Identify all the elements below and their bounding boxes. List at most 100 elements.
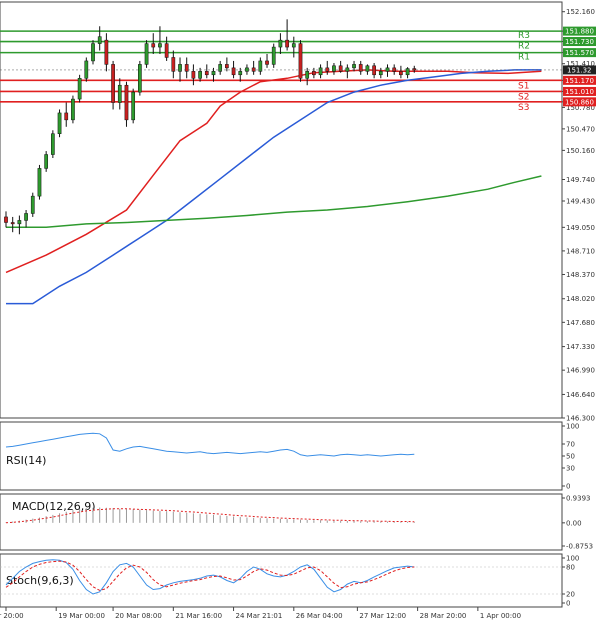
candle-body: [271, 46, 276, 65]
candle: [405, 67, 410, 79]
price-tick-label: 146.640: [566, 391, 595, 399]
price-tick-label: 152.160: [566, 8, 595, 16]
candle-body: [124, 84, 129, 121]
price-tick-label: 147.680: [566, 319, 595, 327]
rsi-tick-label: 70: [566, 441, 575, 449]
price-tick-label: 148.710: [566, 247, 595, 255]
level-tag-r1: [563, 48, 596, 58]
candle-body: [325, 67, 330, 72]
candle: [151, 33, 156, 54]
candle-body: [10, 222, 15, 225]
stoch-tick-label: 20: [566, 591, 575, 599]
candle-body: [191, 71, 196, 79]
candle: [124, 81, 129, 127]
level-tag-label-s3: 150.860: [565, 98, 594, 106]
stoch-tick-label: 80: [566, 564, 575, 572]
candle: [77, 74, 82, 103]
candle: [17, 215, 22, 235]
candle: [184, 57, 189, 79]
x-tick-label: 24 Mar 21:01: [236, 612, 283, 620]
price-tick-label: 147.330: [566, 343, 595, 351]
panel-frame-rsi: [0, 421, 563, 491]
candle-body: [265, 60, 269, 65]
candle-body: [178, 64, 182, 72]
price-tick-label: 146.990: [566, 367, 595, 375]
candle: [365, 64, 370, 75]
candle: [258, 57, 263, 75]
candle: [231, 60, 236, 79]
candle-body: [412, 68, 417, 71]
candle: [312, 67, 316, 79]
candle: [24, 210, 28, 228]
candle-body: [225, 64, 229, 69]
candle: [164, 36, 169, 61]
x-tick-label: Mar 20:00: [0, 612, 24, 620]
candle-body: [64, 112, 69, 121]
candle: [245, 64, 249, 75]
moving-average-line: [6, 69, 542, 305]
candle-body: [91, 43, 95, 62]
candle-body: [117, 84, 122, 103]
candle: [332, 63, 336, 75]
candle-body: [399, 71, 403, 76]
candle: [57, 109, 62, 138]
candle-body: [338, 65, 343, 72]
candle-body: [184, 64, 189, 72]
candle-body: [144, 43, 149, 65]
candle-body: [51, 133, 55, 155]
candle: [84, 57, 89, 82]
candle-body: [305, 71, 310, 79]
candle: [30, 192, 35, 217]
candle: [318, 64, 323, 79]
candle-body: [84, 60, 89, 79]
candle-body: [251, 67, 256, 72]
macd-label: MACD(12,26,9): [12, 500, 96, 513]
macd-tick-label: -0.8753: [566, 543, 593, 551]
price-tick-label: 149.740: [566, 176, 595, 184]
candle: [285, 19, 289, 51]
candle-body: [245, 67, 249, 72]
price-tick-label: 149.430: [566, 197, 595, 205]
candle-body: [258, 60, 263, 72]
panel-frame-macd: [0, 493, 563, 551]
rsi-tick-label: 50: [566, 453, 575, 461]
candle: [178, 57, 182, 82]
level-name-s3: S3: [518, 103, 529, 113]
candle: [358, 60, 363, 75]
level-tag-label-s2: 151.010: [565, 88, 594, 96]
stoch-tick-label: 0: [566, 600, 570, 608]
price-tick-label: 146.300: [566, 415, 595, 423]
moving-average-line: [5, 69, 542, 274]
candle: [251, 60, 256, 75]
price-tick-label: 150.780: [566, 104, 595, 112]
price-tick-label: 150.470: [566, 125, 595, 133]
current-price-label: 151.32: [567, 66, 592, 74]
candle: [392, 64, 397, 75]
candle: [144, 40, 149, 68]
rsi-tick-label: 0: [566, 483, 570, 491]
candle-body: [151, 43, 156, 48]
candle: [325, 60, 330, 75]
stoch-tick-label: 100: [566, 555, 579, 563]
x-tick-label: 1 Apr 00:00: [480, 612, 521, 620]
level-tag-s1: [563, 75, 596, 85]
candle: [158, 26, 162, 54]
candle: [305, 67, 310, 86]
x-tick-label: 26 Mar 04:00: [296, 612, 343, 620]
candle-body: [298, 43, 303, 79]
x-tick-label: 20 Mar 08:00: [115, 612, 162, 620]
candle: [378, 67, 383, 79]
candle-body: [30, 195, 35, 214]
candle-body: [285, 39, 289, 48]
candle: [51, 130, 55, 158]
level-name-r1: R1: [518, 53, 530, 63]
candle-body: [392, 67, 397, 72]
price-tick-label: 149.050: [566, 224, 595, 232]
candle-body: [44, 154, 49, 169]
moving-average-line: [6, 175, 542, 229]
price-tick-label: 148.020: [566, 295, 595, 303]
candle: [44, 151, 49, 172]
candle-body: [345, 67, 350, 72]
level-tag-label-s1: 151.170: [565, 77, 594, 85]
candle-body: [231, 67, 236, 76]
